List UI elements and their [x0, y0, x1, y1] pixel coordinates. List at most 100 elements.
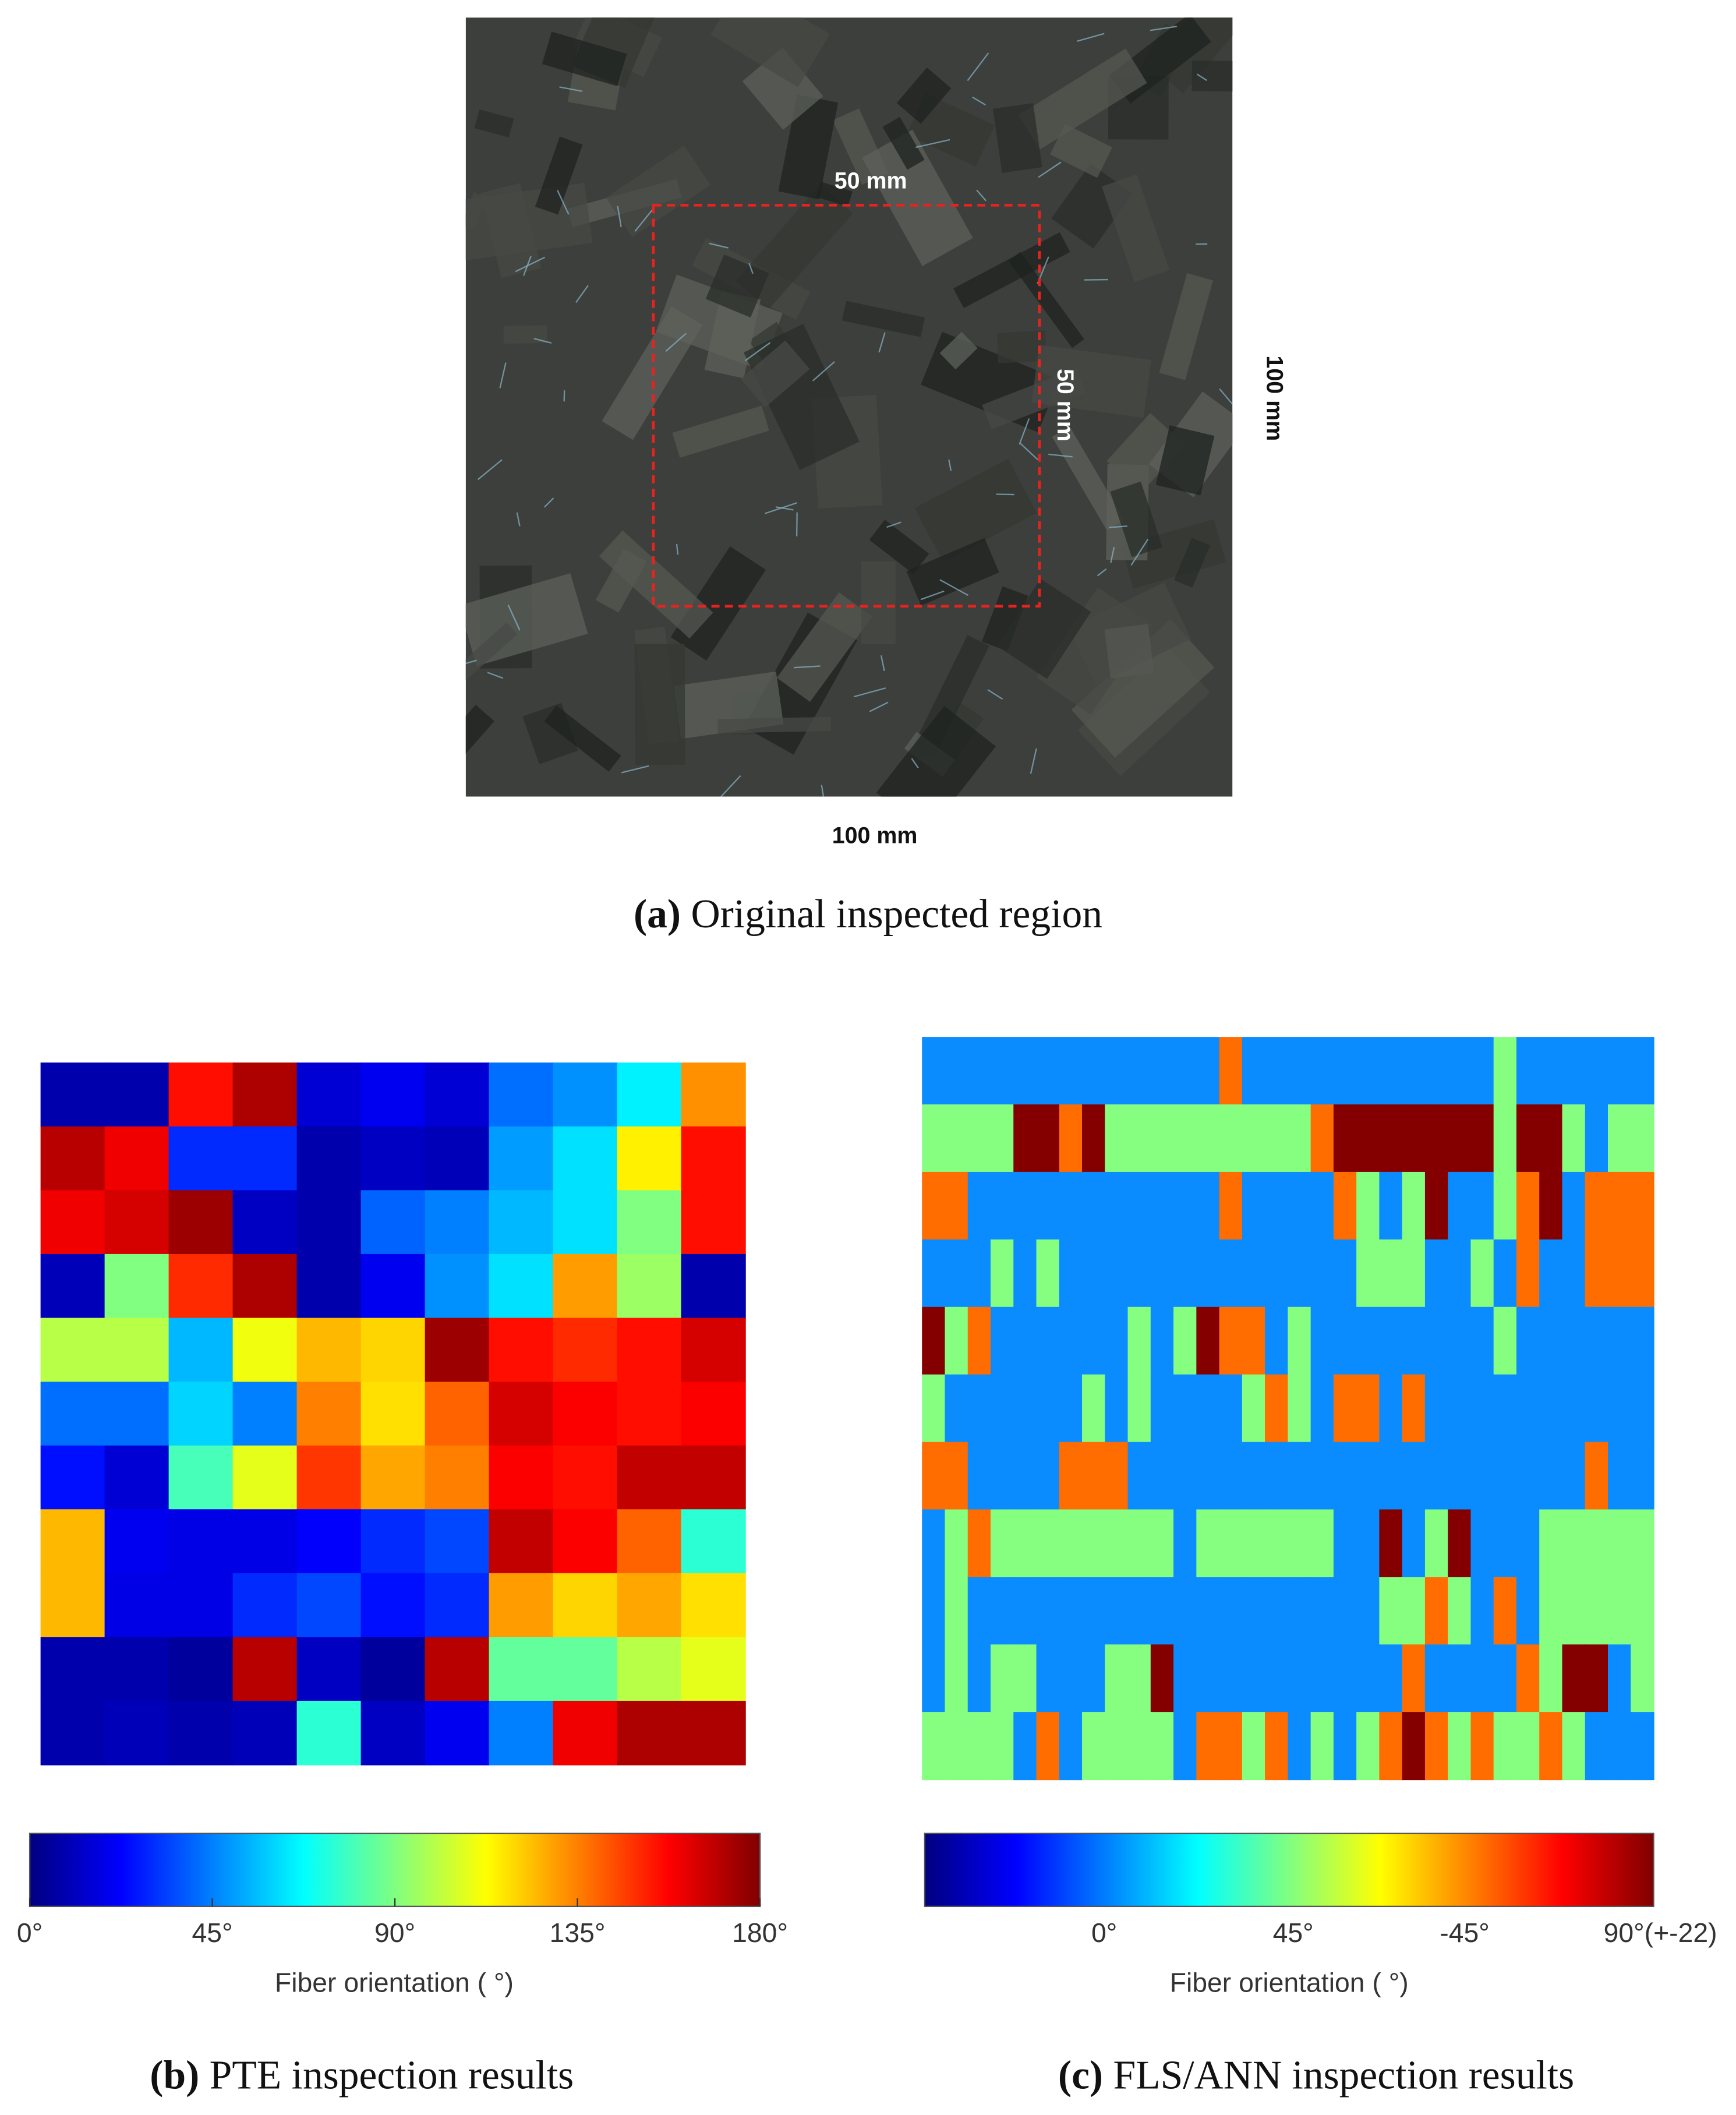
cell	[1539, 1307, 1563, 1375]
colorbar-tick-label: -45°	[1440, 1918, 1490, 1948]
fiber-patch	[542, 31, 627, 87]
cell	[1265, 1644, 1289, 1713]
caption-label: (c)	[1058, 2053, 1103, 2098]
cell	[1265, 1307, 1289, 1375]
cell	[1127, 1374, 1151, 1443]
cell	[945, 1171, 968, 1240]
cell	[360, 1637, 426, 1702]
fiber-glint	[915, 139, 950, 149]
fiber-glint	[1097, 568, 1107, 577]
colorbar-tick-label: 135°	[550, 1918, 606, 1948]
cell	[1173, 1374, 1197, 1443]
fiber-glint	[1030, 748, 1037, 774]
cell	[1356, 1644, 1380, 1713]
cell	[296, 1573, 362, 1638]
cell	[168, 1126, 234, 1191]
cell	[553, 1382, 618, 1446]
cell	[1105, 1509, 1129, 1578]
cell	[1516, 1104, 1540, 1173]
cell	[168, 1318, 234, 1383]
cell	[1356, 1307, 1380, 1375]
fiber-patch	[1031, 345, 1151, 418]
cell	[1036, 1239, 1060, 1308]
cell	[1516, 1644, 1540, 1713]
caption-label: (b)	[150, 2053, 199, 2098]
cell	[1585, 1644, 1609, 1713]
cell	[1470, 1171, 1494, 1240]
cell	[232, 1637, 298, 1702]
fiber-patch	[1018, 48, 1147, 150]
cell	[1310, 1509, 1335, 1578]
cell	[1173, 1442, 1197, 1510]
cell	[1173, 1239, 1197, 1308]
fiber-patch	[1110, 481, 1163, 557]
cell	[1127, 1712, 1151, 1781]
cell	[425, 1062, 490, 1127]
colorbar-b	[29, 1832, 761, 1908]
cell	[1631, 1577, 1654, 1646]
cell	[40, 1382, 105, 1446]
cell	[296, 1509, 362, 1574]
cell	[1173, 1577, 1197, 1646]
cell	[1402, 1307, 1426, 1375]
cell	[168, 1254, 234, 1319]
cell	[1082, 1374, 1106, 1443]
fiber-glint	[533, 338, 552, 344]
fiber-glint	[1020, 443, 1038, 461]
cell	[1173, 1037, 1197, 1106]
cell	[1585, 1509, 1609, 1578]
cell	[1585, 1374, 1609, 1443]
cell	[1333, 1374, 1357, 1443]
caption-label: (a)	[634, 892, 681, 937]
cell	[1493, 1644, 1518, 1713]
cell	[1562, 1577, 1586, 1646]
cell	[967, 1037, 992, 1106]
cell	[1196, 1171, 1220, 1240]
cell	[1448, 1307, 1472, 1375]
cell	[990, 1239, 1014, 1308]
cell	[1379, 1712, 1403, 1781]
cell	[1173, 1104, 1197, 1173]
fiber-glint	[1150, 26, 1178, 31]
cell	[1379, 1374, 1403, 1443]
fiber-patch	[1174, 538, 1210, 588]
cell	[1036, 1577, 1060, 1646]
cell	[990, 1712, 1014, 1781]
cell	[617, 1509, 682, 1574]
cell	[168, 1573, 234, 1638]
cell	[1562, 1712, 1586, 1781]
cell	[1379, 1509, 1403, 1578]
cell	[1265, 1171, 1289, 1240]
fiber-glint	[634, 208, 654, 232]
fiber-patch	[544, 705, 621, 772]
cell	[1173, 1509, 1197, 1578]
cell	[617, 1700, 682, 1766]
cell	[104, 1637, 169, 1702]
fiber-patch	[776, 592, 872, 702]
fiber-glint	[1048, 453, 1073, 458]
cell	[1424, 1171, 1449, 1240]
cell	[1493, 1374, 1518, 1443]
fiber-glint	[557, 190, 570, 215]
cell	[990, 1644, 1014, 1713]
cell	[1265, 1374, 1289, 1443]
cell	[1631, 1171, 1654, 1240]
fiber-glint	[878, 332, 886, 353]
cell	[1242, 1509, 1266, 1578]
cell	[1493, 1442, 1518, 1510]
cell	[168, 1509, 234, 1574]
fiber-glint	[1219, 388, 1233, 405]
fiber-patch	[672, 405, 769, 458]
cell	[1013, 1037, 1037, 1106]
cell	[1310, 1442, 1335, 1510]
cell	[617, 1062, 682, 1127]
cell	[1356, 1509, 1380, 1578]
cell	[1036, 1374, 1060, 1443]
cell	[104, 1445, 169, 1510]
cell	[1013, 1239, 1037, 1308]
cell	[1173, 1644, 1197, 1713]
fiber-patch	[1008, 252, 1084, 348]
cell	[1219, 1712, 1243, 1781]
cell	[1379, 1644, 1403, 1713]
cell	[232, 1445, 298, 1510]
